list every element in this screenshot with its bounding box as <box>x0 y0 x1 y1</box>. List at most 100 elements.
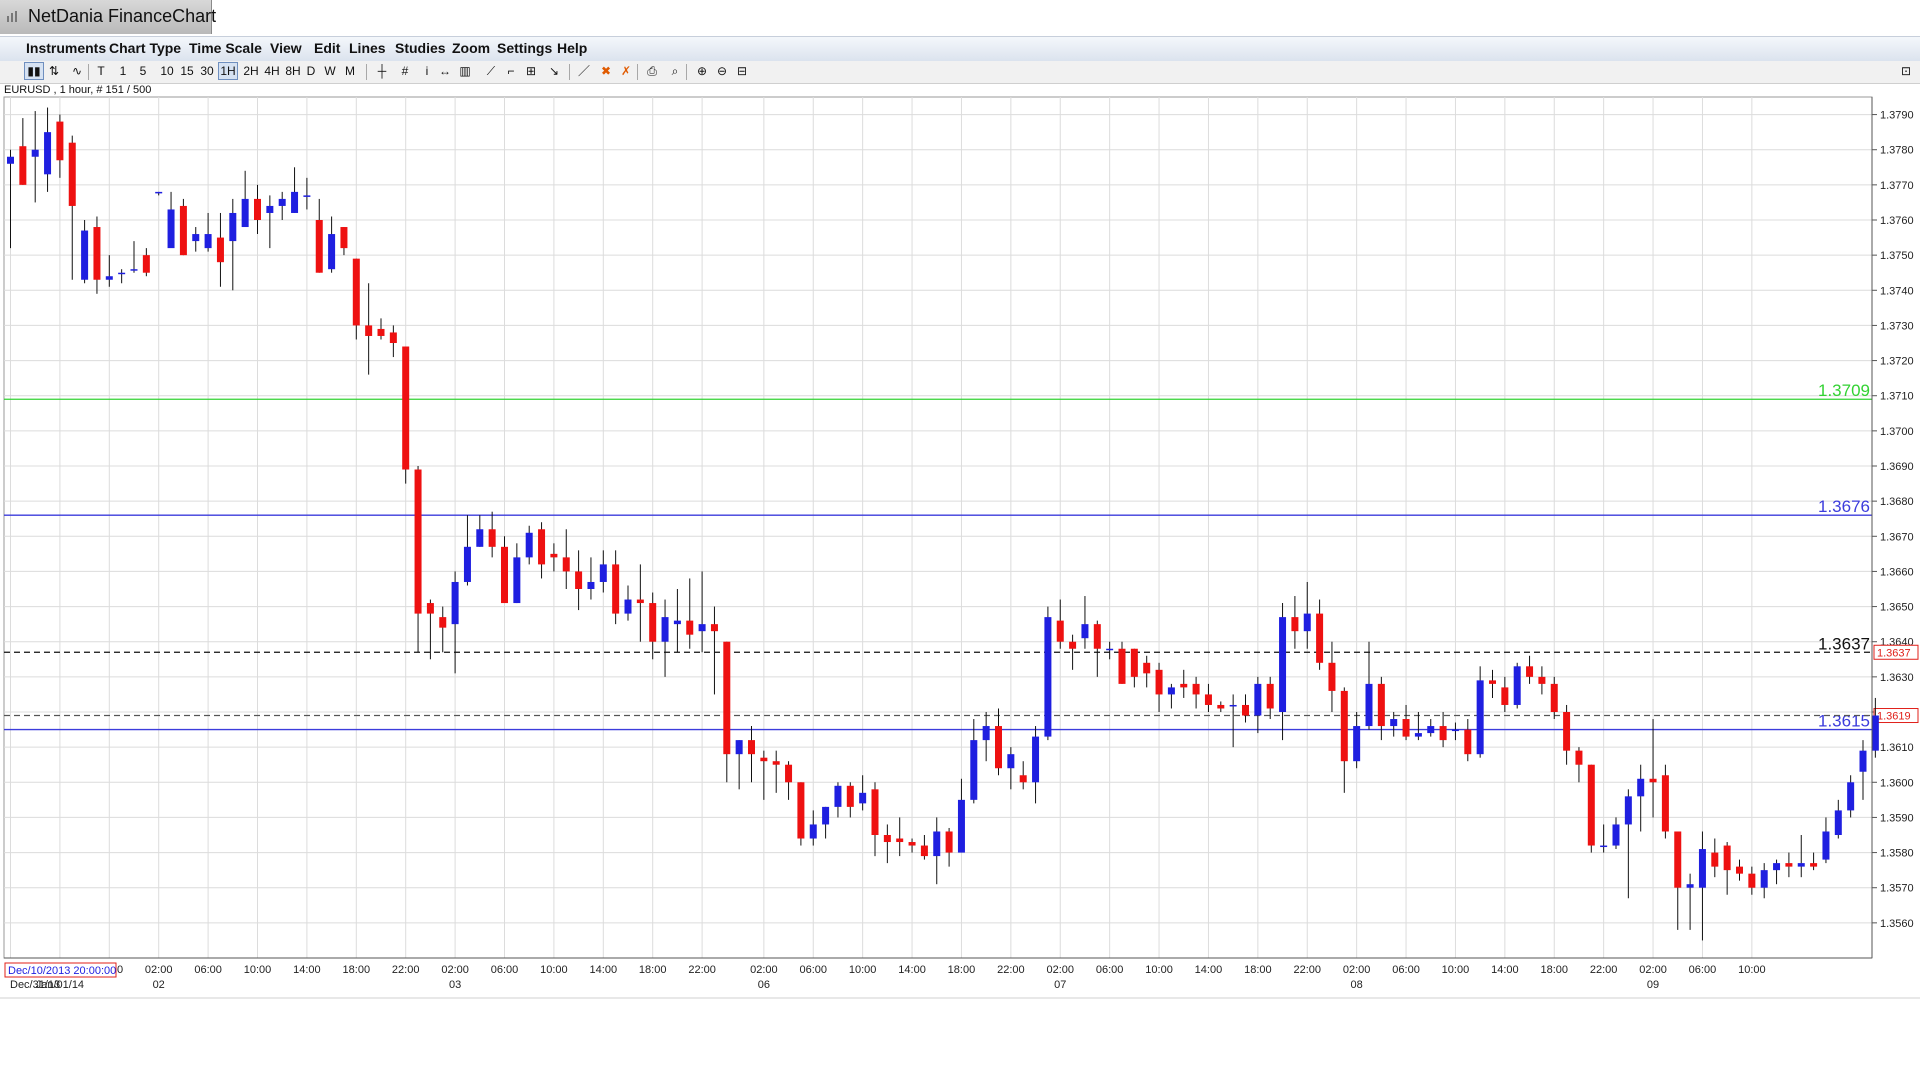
x-tick-label: 18:00 <box>639 964 667 976</box>
trendline-icon[interactable]: ⟋ <box>486 64 496 78</box>
level-label: 1.3615 <box>1818 712 1870 731</box>
delete-icon[interactable]: ✖ <box>600 64 612 78</box>
x-tick-label: 06:00 <box>1689 964 1717 976</box>
x-date-label: Jan/01/14 <box>36 979 84 991</box>
timeframe-8h[interactable]: 8H <box>285 64 301 78</box>
candle-up <box>241 198 249 228</box>
candle-up <box>957 799 965 853</box>
candle-up <box>982 726 990 741</box>
candle-down <box>1748 873 1756 888</box>
menu-chart-type[interactable]: Chart Type <box>109 40 182 56</box>
window-tab[interactable]: NetDania FinanceChart <box>0 0 216 34</box>
bar-chart-icon[interactable]: ⇅ <box>48 64 60 78</box>
timeframe-d[interactable]: D <box>306 64 316 78</box>
menu-edit[interactable]: Edit <box>314 40 341 56</box>
x-date-label: 08 <box>1351 979 1363 991</box>
candle-up <box>587 581 595 589</box>
toolbar-separator <box>366 64 367 80</box>
candle-down <box>649 603 657 642</box>
x-tick-label: 06:00 <box>1096 964 1124 976</box>
candle-up <box>809 824 817 839</box>
x-tick-label: 10:00 <box>244 964 272 976</box>
menu-time-scale[interactable]: Time Scale <box>189 40 262 56</box>
candle-down <box>426 603 434 614</box>
delete-all-icon[interactable]: ✗ <box>620 64 632 78</box>
candle-down <box>1130 648 1138 677</box>
timeframe-w[interactable]: W <box>324 64 336 78</box>
title-bar: NetDania FinanceChart <box>0 0 1920 36</box>
x-tick-label: 22:00 <box>688 964 716 976</box>
candle-down <box>1180 683 1188 688</box>
timeframe-2h[interactable]: 2H <box>243 64 259 78</box>
timeframe-30[interactable]: 30 <box>200 64 214 78</box>
channel-icon[interactable]: ⊞ <box>525 64 537 78</box>
menu-view[interactable]: View <box>270 40 302 56</box>
candle-up <box>1834 810 1842 835</box>
line-chart-icon[interactable]: ∿ <box>71 64 83 78</box>
zoom-fit-icon[interactable]: ⊟ <box>736 64 748 78</box>
candle-up <box>1773 863 1781 871</box>
candle-down <box>1217 704 1225 709</box>
x-tick-label: 10:00 <box>849 964 877 976</box>
zoom-in-icon[interactable]: ⊕ <box>696 64 708 78</box>
timeframe-4h[interactable]: 4H <box>264 64 280 78</box>
pan-icon[interactable]: ↔ <box>439 64 451 78</box>
timeframe-5[interactable]: 5 <box>139 64 147 78</box>
candle-up <box>31 149 39 157</box>
timeframe-m[interactable]: M <box>345 64 355 78</box>
candle-down <box>19 146 27 185</box>
candle-down <box>402 346 410 470</box>
candle-down <box>550 553 558 558</box>
candle-up <box>970 740 978 800</box>
toolbar-separator <box>686 64 687 80</box>
candle-down <box>1439 726 1447 741</box>
candle-up <box>673 620 681 625</box>
y-tick-label: 1.3610 <box>1880 742 1914 754</box>
x-tick-label: 14:00 <box>1195 964 1223 976</box>
candle-down <box>1563 712 1571 751</box>
menu-instruments[interactable]: Instruments <box>26 40 107 56</box>
menu-settings[interactable]: Settings <box>497 40 553 56</box>
candle-down <box>920 845 928 857</box>
fibonacci-icon[interactable]: ⌐ <box>507 64 515 78</box>
toolbar-separator <box>569 64 570 80</box>
x-tick-label: 14:00 <box>1491 964 1519 976</box>
x-tick-label: 18:00 <box>343 964 371 976</box>
volume-icon[interactable]: ▥ <box>459 64 471 78</box>
candle-down <box>1587 764 1595 846</box>
y-tick-label: 1.3630 <box>1880 672 1914 684</box>
timeframe-t[interactable]: T <box>97 64 105 78</box>
candle-down <box>896 838 904 843</box>
print-preview-icon[interactable]: ⌕ <box>671 64 679 78</box>
print-icon[interactable]: ⎙ <box>647 64 657 78</box>
x-tick-label: 02:00 <box>441 964 469 976</box>
menu-help[interactable]: Help <box>557 40 588 56</box>
y-tick-label: 1.3560 <box>1880 918 1914 930</box>
info-icon[interactable]: i <box>425 64 429 78</box>
y-tick-label: 1.3730 <box>1880 320 1914 332</box>
grid-icon[interactable]: # <box>401 64 409 78</box>
price-chart[interactable]: 1.3790 1.3780 1.3770 1.3760 1.3750 1.3740 1.37… <box>0 0 1920 1000</box>
candle-down <box>1192 683 1200 695</box>
crosshair-icon[interactable]: ┼ <box>377 64 387 78</box>
candle-up <box>599 564 607 582</box>
draw-line-icon[interactable]: ／ <box>577 64 590 78</box>
candle-icon[interactable]: ▮▮ <box>24 62 44 80</box>
window-options-icon[interactable]: ⊡ <box>1900 64 1912 78</box>
y-tick-label: 1.3650 <box>1880 602 1914 614</box>
pointer-icon[interactable]: ↘ <box>548 64 560 78</box>
menu-studies[interactable]: Studies <box>395 40 446 56</box>
timeframe-10[interactable]: 10 <box>160 64 174 78</box>
zoom-out-icon[interactable]: ⊖ <box>716 64 728 78</box>
candle-up <box>1427 726 1435 734</box>
candle-up <box>1167 687 1175 695</box>
timeframe-1[interactable]: 1 <box>119 64 127 78</box>
menu-zoom[interactable]: Zoom <box>452 40 491 56</box>
candle-down <box>142 255 150 273</box>
x-tick-label: 22:00 <box>392 964 420 976</box>
menu-lines[interactable]: Lines <box>349 40 386 56</box>
candle-up <box>328 234 336 270</box>
timeframe-15[interactable]: 15 <box>180 64 194 78</box>
timeframe-1h[interactable]: 1H <box>218 62 238 80</box>
plot-area[interactable] <box>3 96 1873 959</box>
